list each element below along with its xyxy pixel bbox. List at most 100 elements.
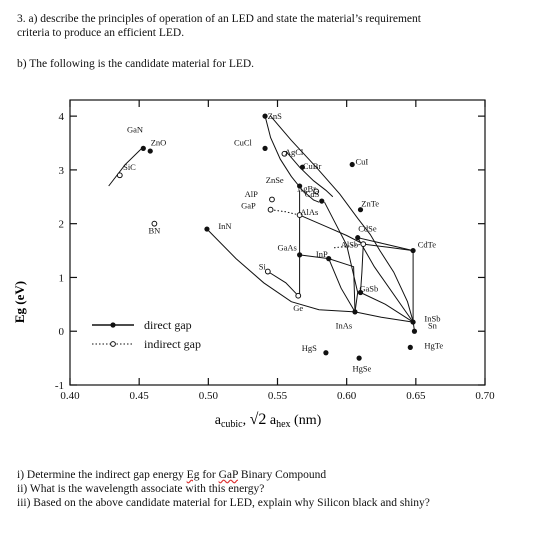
- material-curve: [267, 271, 299, 297]
- label-cucl: CuCl: [234, 138, 253, 148]
- question-a-line2: criteria to produce an efficient LED.: [17, 27, 185, 39]
- y-tick-label: 4: [59, 111, 65, 123]
- y-tick-label: 3: [59, 165, 65, 177]
- point-cubr: [299, 164, 305, 170]
- label-znse: ZnSe: [266, 175, 284, 185]
- material-curve: [354, 311, 414, 323]
- legend-indirect-label: indirect gap: [144, 337, 201, 351]
- label-hgte: HgTe: [424, 340, 443, 350]
- label-zno: ZnO: [151, 138, 167, 148]
- point-znte: [357, 207, 364, 213]
- label-gap: GaP: [241, 201, 256, 211]
- legend-indirect-marker: [110, 341, 116, 347]
- label-agbr: AgBr: [297, 183, 316, 193]
- point-cdte: [410, 247, 416, 254]
- point-hgs: [323, 350, 329, 356]
- point-alas: [296, 212, 303, 218]
- y-tick-label: -1: [55, 380, 64, 392]
- point-sn: [411, 328, 418, 334]
- point-zno: [147, 148, 153, 154]
- label-cdse: CdSe: [358, 224, 377, 234]
- legend-direct-label: direct gap: [144, 318, 192, 332]
- x-tick-label: 0.50: [199, 390, 219, 402]
- x-tick-label: 0.40: [60, 390, 80, 402]
- label-cui: CuI: [356, 157, 369, 167]
- point-gasb: [357, 289, 364, 296]
- point-cds: [319, 198, 325, 204]
- point-inn: [204, 226, 210, 232]
- material-curve: [360, 244, 364, 293]
- material-curve: [270, 115, 415, 332]
- label-inn: InN: [218, 221, 231, 231]
- label-cubr: CuBr: [303, 161, 322, 171]
- material-curve: [357, 237, 414, 252]
- label-alp: AlP: [245, 189, 259, 199]
- material-curve: [270, 209, 300, 216]
- material-curve: [285, 150, 334, 198]
- y-axis-label: Eg (eV): [12, 281, 27, 323]
- point-agbr: [313, 188, 320, 195]
- point-cucl: [262, 145, 268, 151]
- y-tick-label: 1: [59, 272, 65, 284]
- point-hgse: [356, 355, 362, 361]
- chart-point-labels: GaN ZnO SiC BN CuCl ZnS AgCl CuBr CuI ZnSe AgBr AlP…: [123, 111, 443, 374]
- point-gan: [140, 145, 146, 151]
- label-hgs: HgS: [302, 343, 317, 353]
- x-tick-label: 0.70: [475, 390, 495, 402]
- point-cui: [349, 161, 355, 168]
- point-gaas: [297, 252, 303, 258]
- point-hgte: [407, 344, 413, 350]
- x-tick-label: 0.55: [268, 390, 288, 402]
- label-znte: ZnTe: [361, 198, 379, 208]
- point-alp: [269, 196, 275, 203]
- point-inp: [326, 256, 332, 262]
- point-gap: [267, 206, 274, 213]
- eg-term: Eg: [186, 469, 200, 481]
- label-agcl: AgCl: [285, 147, 304, 157]
- material-curve: [357, 237, 414, 323]
- gap-term: GaP: [218, 469, 239, 481]
- label-bn: BN: [148, 225, 160, 235]
- material-curve: [206, 228, 356, 313]
- x-tick-label: 0.45: [130, 390, 150, 402]
- chart-ticks: 4 3 2 1 0 -10.40 0.45 0.50 0.55 0.60 0.65 0.70: [55, 100, 495, 402]
- point-alsb: [360, 241, 367, 248]
- label-sic: SiC: [123, 162, 136, 172]
- label-alas: AlAs: [300, 207, 318, 217]
- subquestion-ii: ii) What is the wavelength associate wit…: [17, 483, 265, 495]
- point-ge: [295, 292, 302, 299]
- x-tick-label: 0.65: [406, 390, 426, 402]
- question-a-line1: 3. a) describe the principles of operati…: [17, 13, 421, 25]
- label-si: Si: [259, 261, 267, 271]
- point-zns: [262, 113, 268, 119]
- point-insb: [410, 319, 416, 325]
- label-alsb: AlSb: [341, 239, 358, 249]
- label-gan: GaN: [127, 124, 143, 134]
- bandgap-chart: GaN ZnO SiC BN CuCl ZnS AgCl CuBr CuI ZnSe AgBr AlP…: [12, 99, 495, 430]
- y-tick-label: 0: [59, 326, 65, 338]
- material-curve: [264, 115, 320, 203]
- label-insb: InSb: [424, 314, 440, 324]
- y-tick-label: 2: [59, 219, 65, 231]
- label-gasb: GaSb: [359, 283, 378, 293]
- point-znse: [297, 183, 303, 189]
- material-curve: [363, 243, 414, 252]
- label-cds: CdS: [305, 189, 320, 199]
- label-zns: ZnS: [268, 111, 282, 121]
- point-bn: [151, 220, 158, 227]
- point-cdse: [355, 235, 361, 241]
- subquestion-i: i) Determine the indirect gap energy Eg …: [17, 469, 327, 481]
- material-curve: [324, 201, 359, 312]
- label-sn: Sn: [428, 321, 438, 331]
- chart-curves: [108, 115, 415, 332]
- material-curve: [299, 254, 356, 312]
- label-ge: Ge: [293, 303, 303, 313]
- label-gaas: GaAs: [278, 243, 297, 253]
- x-axis-label: acubic, √2 ahex (nm): [215, 411, 322, 430]
- subquestion-iii: iii) Based on the above candidate materi…: [17, 497, 430, 509]
- chart-legend: direct gap indirect gap: [92, 318, 201, 351]
- label-inp: InP: [316, 249, 328, 259]
- chart-points: [116, 113, 418, 361]
- material-curve: [299, 214, 364, 245]
- material-curve: [328, 258, 356, 313]
